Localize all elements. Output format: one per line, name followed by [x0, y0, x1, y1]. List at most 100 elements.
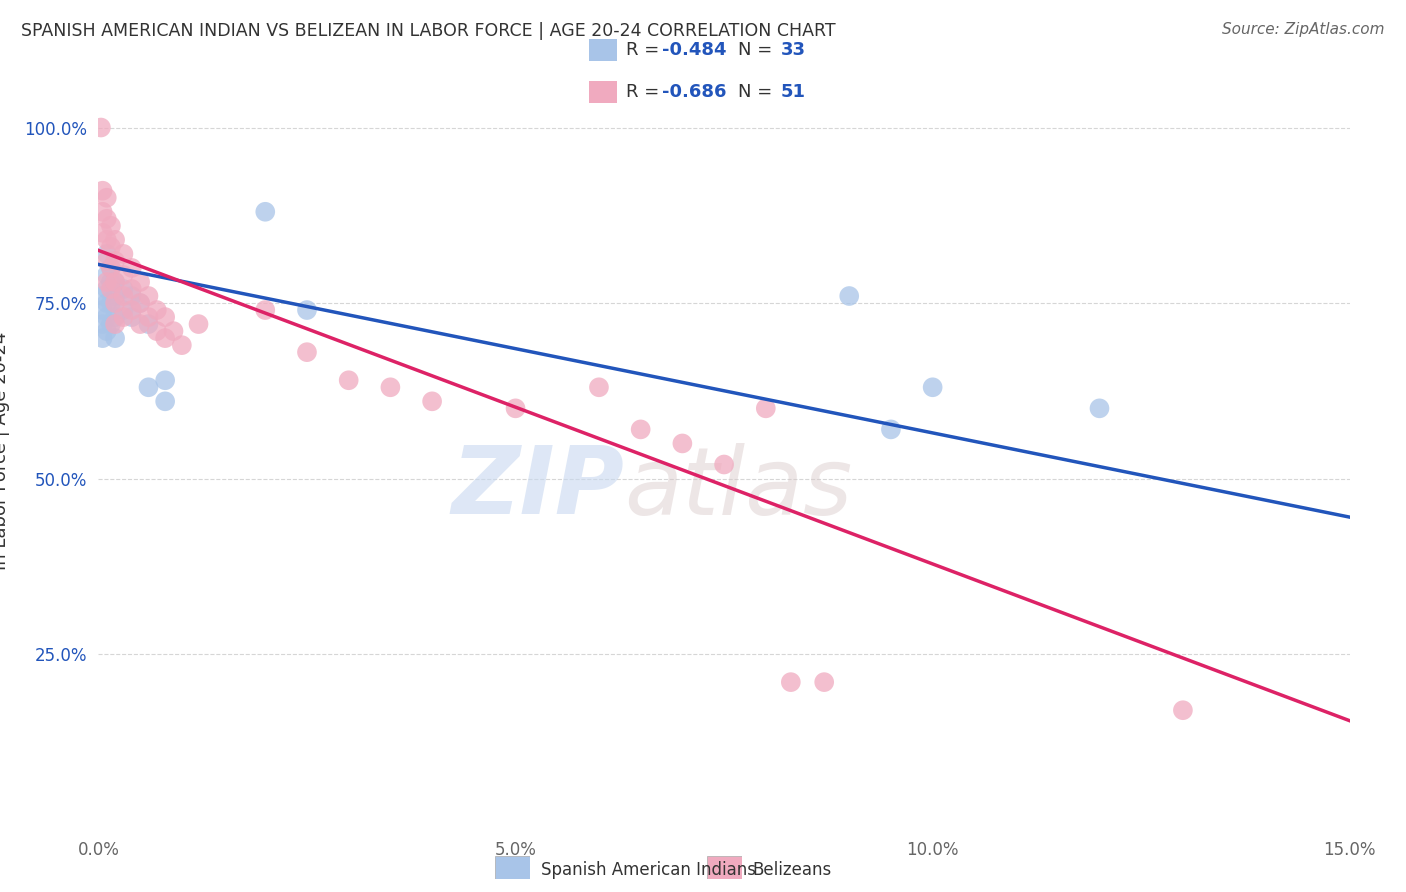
Point: [671, 436, 693, 450]
Point: [121, 303, 143, 318]
Text: -0.484: -0.484: [662, 42, 727, 60]
Point: [104, 310, 127, 324]
Point: [100, 219, 122, 233]
Point: [295, 345, 318, 359]
Point: [96, 324, 118, 338]
Point: [91, 303, 114, 318]
Point: [153, 331, 176, 345]
Point: [96, 254, 118, 268]
Point: [91, 317, 114, 331]
Point: [588, 380, 610, 394]
Point: [138, 380, 160, 394]
Point: [838, 289, 860, 303]
Point: [100, 296, 122, 310]
Point: [170, 338, 193, 352]
Point: [91, 184, 114, 198]
Point: [254, 204, 277, 219]
Point: [104, 275, 127, 289]
Text: N =: N =: [738, 83, 778, 101]
Point: [420, 394, 443, 409]
Point: [96, 282, 118, 296]
Point: [138, 310, 160, 324]
Point: [630, 422, 652, 436]
Point: [129, 296, 152, 310]
Point: [921, 380, 943, 394]
Point: [96, 310, 118, 324]
Text: 33: 33: [780, 42, 806, 60]
Bar: [589, 39, 617, 62]
Point: [112, 310, 135, 324]
Point: [112, 247, 135, 261]
Point: [91, 226, 114, 240]
Point: [104, 331, 127, 345]
Point: [138, 289, 160, 303]
Bar: [589, 81, 617, 103]
Text: R =: R =: [626, 83, 665, 101]
Point: [100, 260, 122, 275]
Point: [121, 282, 143, 296]
Point: [505, 401, 527, 416]
Text: atlas: atlas: [624, 442, 852, 534]
Point: [813, 675, 835, 690]
Point: [96, 296, 118, 310]
Text: -0.686: -0.686: [662, 83, 727, 101]
Point: [104, 317, 127, 331]
Point: [96, 233, 118, 247]
Point: [713, 458, 735, 472]
Point: [129, 296, 152, 310]
Point: [100, 317, 122, 331]
Point: [146, 303, 169, 318]
Point: [100, 240, 122, 254]
Point: [880, 422, 903, 436]
Point: [121, 260, 143, 275]
Text: 51: 51: [780, 83, 806, 101]
Point: [153, 310, 176, 324]
Point: [1171, 703, 1194, 717]
Point: [112, 289, 135, 303]
Point: [90, 120, 112, 135]
Text: Belizeans: Belizeans: [752, 861, 831, 879]
Text: ZIP: ZIP: [451, 442, 624, 534]
Point: [91, 289, 114, 303]
Point: [100, 275, 122, 289]
Text: R =: R =: [626, 42, 665, 60]
Text: SPANISH AMERICAN INDIAN VS BELIZEAN IN LABOR FORCE | AGE 20-24 CORRELATION CHART: SPANISH AMERICAN INDIAN VS BELIZEAN IN L…: [21, 22, 835, 40]
Point: [295, 303, 318, 318]
Point: [112, 303, 135, 318]
Y-axis label: In Labor Force | Age 20-24: In Labor Force | Age 20-24: [0, 331, 10, 570]
Point: [121, 310, 143, 324]
Text: Spanish American Indians: Spanish American Indians: [541, 861, 756, 879]
Point: [138, 317, 160, 331]
Point: [112, 282, 135, 296]
Point: [100, 282, 122, 296]
Point: [96, 268, 118, 282]
Point: [100, 260, 122, 275]
Point: [129, 317, 152, 331]
Point: [96, 275, 118, 289]
Point: [337, 373, 360, 387]
Point: [129, 275, 152, 289]
Point: [1088, 401, 1111, 416]
Point: [755, 401, 778, 416]
Point: [187, 317, 209, 331]
Point: [104, 289, 127, 303]
Point: [153, 373, 176, 387]
Point: [91, 331, 114, 345]
Point: [96, 211, 118, 226]
Point: [96, 191, 118, 205]
Point: [96, 247, 118, 261]
Point: [121, 289, 143, 303]
Point: [254, 303, 277, 318]
Point: [380, 380, 402, 394]
Point: [146, 324, 169, 338]
Point: [104, 233, 127, 247]
Point: [104, 254, 127, 268]
Point: [104, 275, 127, 289]
Text: N =: N =: [738, 42, 778, 60]
Point: [153, 394, 176, 409]
Text: Source: ZipAtlas.com: Source: ZipAtlas.com: [1222, 22, 1385, 37]
Point: [91, 204, 114, 219]
Point: [162, 324, 184, 338]
Point: [104, 296, 127, 310]
Point: [112, 268, 135, 282]
